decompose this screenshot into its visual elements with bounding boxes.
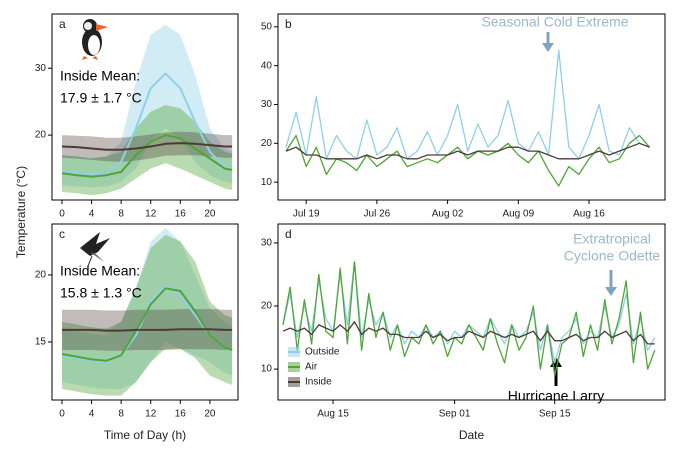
y-tick-label: 30 xyxy=(261,238,273,249)
y-axis-label: Temperature (°C) xyxy=(14,166,28,258)
x-tick-label: Sep 15 xyxy=(539,409,571,420)
x-tick-label: 0 xyxy=(59,209,65,220)
panel-frame xyxy=(277,13,666,201)
series-line xyxy=(282,261,656,377)
plot-area xyxy=(285,49,651,187)
band xyxy=(62,234,233,396)
band xyxy=(62,24,233,188)
legend-label: Outside xyxy=(305,347,340,358)
series-line xyxy=(285,134,651,187)
series-line xyxy=(285,49,650,160)
annotation: Extratropical xyxy=(573,231,651,247)
y-tick-label: 30 xyxy=(261,99,273,110)
x-tick-label: 12 xyxy=(145,409,157,420)
panel-label: c xyxy=(59,227,65,241)
panel-frame xyxy=(51,13,239,201)
x-tick-label: 12 xyxy=(145,209,157,220)
series-line xyxy=(61,72,233,175)
x-tick-label: Aug 09 xyxy=(502,209,534,220)
y-tick-label: 20 xyxy=(261,301,273,312)
x-axis-label: Time of Day (h) xyxy=(104,428,186,442)
x-tick-label: 20 xyxy=(204,409,216,420)
panel-label: b xyxy=(285,17,292,31)
x-tick-label: Jul 26 xyxy=(364,209,391,220)
panel-frame xyxy=(277,223,666,401)
series-line xyxy=(61,134,233,178)
y-tick-label: 15 xyxy=(35,337,47,348)
y-tick-label: 40 xyxy=(261,60,273,71)
annotation: Hurricane Larry xyxy=(508,388,604,404)
y-tick-label: 50 xyxy=(261,21,273,32)
x-tick-label: Aug 15 xyxy=(317,409,349,420)
x-tick-label: Aug 02 xyxy=(432,209,464,220)
annotation: Seasonal Cold Extreme xyxy=(481,14,628,30)
x-tick-label: 16 xyxy=(175,209,187,220)
x-tick-label: 4 xyxy=(89,209,95,220)
y-tick-label: 20 xyxy=(35,270,47,281)
annotation: Inside Mean: xyxy=(60,68,140,84)
x-tick-label: Aug 16 xyxy=(573,209,605,220)
x-tick-label: 8 xyxy=(118,209,124,220)
puffin-icon xyxy=(82,19,108,60)
plot-area xyxy=(282,261,656,377)
series-line xyxy=(62,328,233,332)
x-tick-label: 16 xyxy=(175,409,187,420)
x-axis-label: Date xyxy=(459,428,485,442)
x-tick-label: 20 xyxy=(204,209,216,220)
x-tick-label: Sep 01 xyxy=(439,409,471,420)
arrow xyxy=(542,32,617,296)
y-tick-label: 10 xyxy=(261,364,273,375)
plot-area xyxy=(61,24,233,196)
series-line xyxy=(61,287,233,362)
annotation: Inside Mean: xyxy=(60,263,140,279)
x-tick-label: Jul 19 xyxy=(293,209,320,220)
annotation: 17.9 ± 1.7 °C xyxy=(60,90,142,106)
series-line xyxy=(282,321,655,345)
panel-label: d xyxy=(285,227,292,241)
panel-frame xyxy=(51,223,239,401)
y-tick-label: 30 xyxy=(35,63,47,74)
plot-area xyxy=(61,228,233,396)
y-tick-label: 20 xyxy=(261,138,273,149)
annotation: 15.8 ± 1.3 °C xyxy=(60,285,142,301)
legend-label: Air xyxy=(305,362,318,373)
x-tick-label: 8 xyxy=(118,409,124,420)
seabird-icon xyxy=(80,232,110,267)
legend-label: Inside xyxy=(305,377,332,388)
annotation: Cyclone Odette xyxy=(564,248,661,264)
panel-label: a xyxy=(59,17,66,31)
x-tick-label: 4 xyxy=(89,409,95,420)
series-line xyxy=(61,142,233,151)
x-tick-label: 0 xyxy=(59,409,65,420)
series-line xyxy=(285,142,650,160)
y-tick-label: 20 xyxy=(35,130,47,141)
y-tick-label: 10 xyxy=(261,177,273,188)
